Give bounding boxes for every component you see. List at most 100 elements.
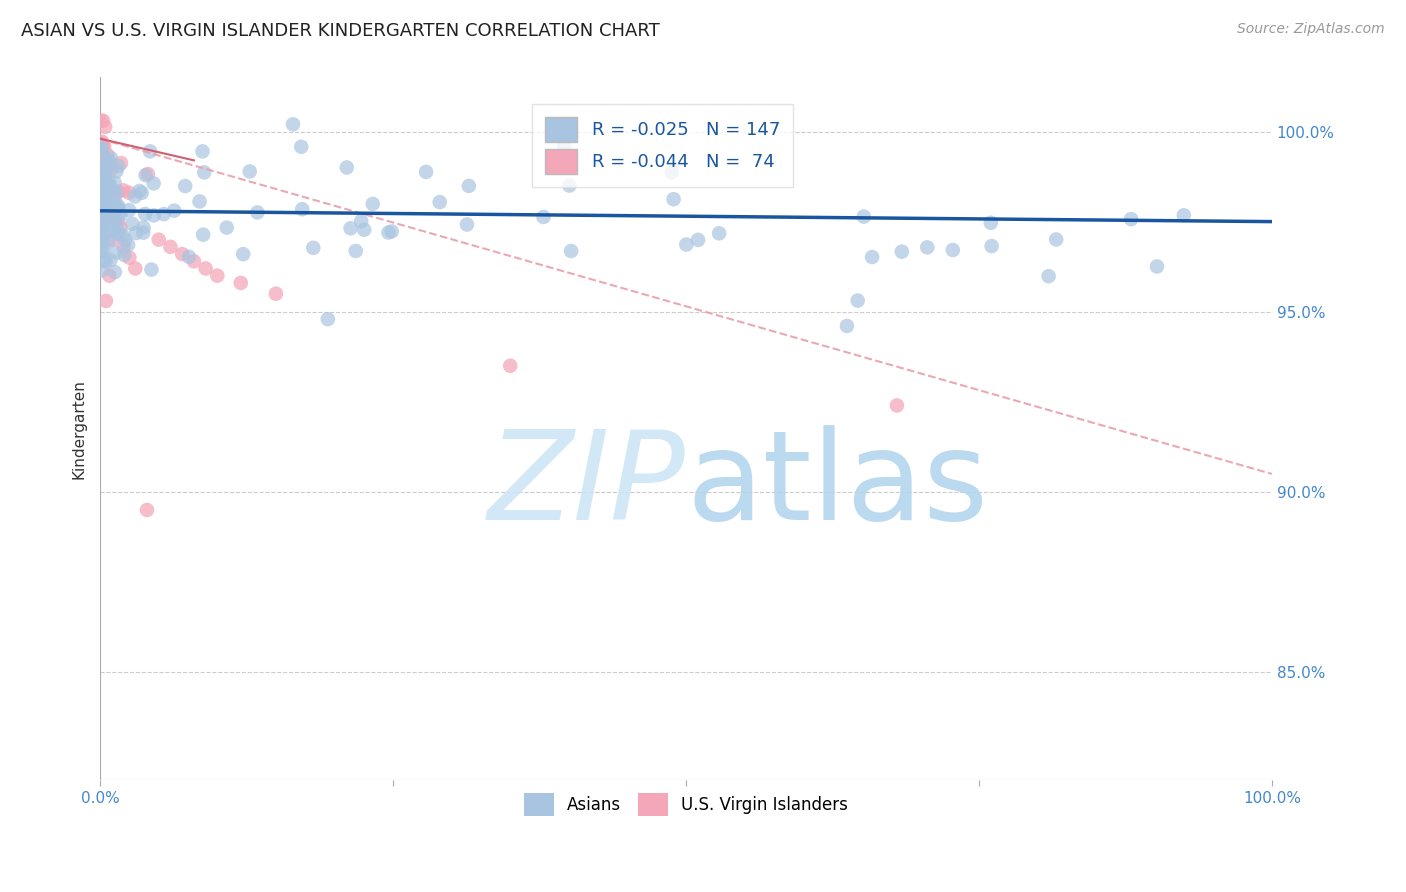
Point <box>90 189 112 203</box>
Point <box>344 244 367 258</box>
Text: ASIAN VS U.S. VIRGIN ISLANDER KINDERGARTEN CORRELATION CHART: ASIAN VS U.S. VIRGIN ISLANDER KINDERGART… <box>21 22 659 40</box>
Point <box>89 217 111 231</box>
Point <box>215 220 238 235</box>
Point <box>89 189 111 203</box>
Point <box>93 169 115 184</box>
Point <box>110 220 132 235</box>
Point <box>105 201 128 215</box>
Point <box>93 212 115 227</box>
Point <box>97 157 120 171</box>
Point <box>316 312 339 326</box>
Point <box>90 197 112 211</box>
Point <box>89 229 111 244</box>
Point <box>91 194 114 209</box>
Point <box>89 217 111 231</box>
Point <box>1121 212 1143 227</box>
Point <box>97 235 120 249</box>
Point <box>377 226 399 240</box>
Y-axis label: Kindergarten: Kindergarten <box>72 379 86 479</box>
Point <box>94 164 117 178</box>
Point <box>93 169 115 184</box>
Point <box>105 221 128 235</box>
Point <box>91 169 114 184</box>
Point <box>94 254 117 268</box>
Point <box>662 192 685 206</box>
Point <box>107 227 129 241</box>
Point <box>675 237 697 252</box>
Point <box>134 207 156 221</box>
Point <box>91 232 114 246</box>
Point <box>91 137 114 152</box>
Point <box>429 195 451 210</box>
Point <box>90 198 112 212</box>
Legend: Asians, U.S. Virgin Islanders: Asians, U.S. Virgin Islanders <box>516 784 856 825</box>
Point <box>94 173 117 187</box>
Point <box>110 208 132 222</box>
Point <box>193 165 215 179</box>
Point <box>90 153 112 167</box>
Point <box>90 194 112 208</box>
Point <box>89 189 111 203</box>
Point <box>152 207 174 221</box>
Point <box>560 244 582 258</box>
Point <box>89 153 111 168</box>
Point <box>96 204 118 219</box>
Point <box>98 202 121 217</box>
Point <box>90 142 112 156</box>
Point <box>112 240 135 254</box>
Point <box>89 165 111 179</box>
Point <box>94 183 117 197</box>
Point <box>124 261 146 276</box>
Point <box>93 167 115 181</box>
Point <box>890 244 912 259</box>
Point <box>361 197 384 211</box>
Point <box>91 173 114 187</box>
Point <box>118 203 141 218</box>
Point <box>103 204 125 219</box>
Point <box>117 238 139 252</box>
Point <box>93 139 115 153</box>
Point <box>886 399 908 413</box>
Point <box>107 202 129 216</box>
Point <box>97 153 120 168</box>
Point <box>94 219 117 233</box>
Point <box>132 220 155 235</box>
Point <box>114 233 136 247</box>
Point <box>131 186 153 200</box>
Point <box>89 194 111 209</box>
Point <box>835 318 858 333</box>
Point <box>172 247 194 261</box>
Point <box>89 193 111 207</box>
Point <box>98 204 121 219</box>
Point <box>239 164 262 178</box>
Point <box>96 147 118 161</box>
Point <box>107 214 129 228</box>
Text: atlas: atlas <box>686 425 988 546</box>
Point <box>90 162 112 177</box>
Point <box>291 202 314 217</box>
Point <box>90 169 112 183</box>
Point <box>94 156 117 170</box>
Point <box>128 184 150 198</box>
Point <box>980 216 1002 230</box>
Point <box>91 186 114 200</box>
Point <box>91 204 114 219</box>
Point <box>97 154 120 169</box>
Point <box>100 253 122 268</box>
Point <box>159 240 181 254</box>
Point <box>194 261 217 276</box>
Point <box>191 227 214 242</box>
Point <box>339 221 361 235</box>
Point <box>97 188 120 202</box>
Point <box>136 167 159 181</box>
Point <box>94 120 117 134</box>
Point <box>148 233 170 247</box>
Point <box>97 211 120 225</box>
Point <box>1146 260 1168 274</box>
Point <box>246 205 269 219</box>
Point <box>90 163 112 178</box>
Point <box>96 162 118 177</box>
Point <box>89 162 111 177</box>
Point <box>91 113 114 128</box>
Point <box>229 276 252 290</box>
